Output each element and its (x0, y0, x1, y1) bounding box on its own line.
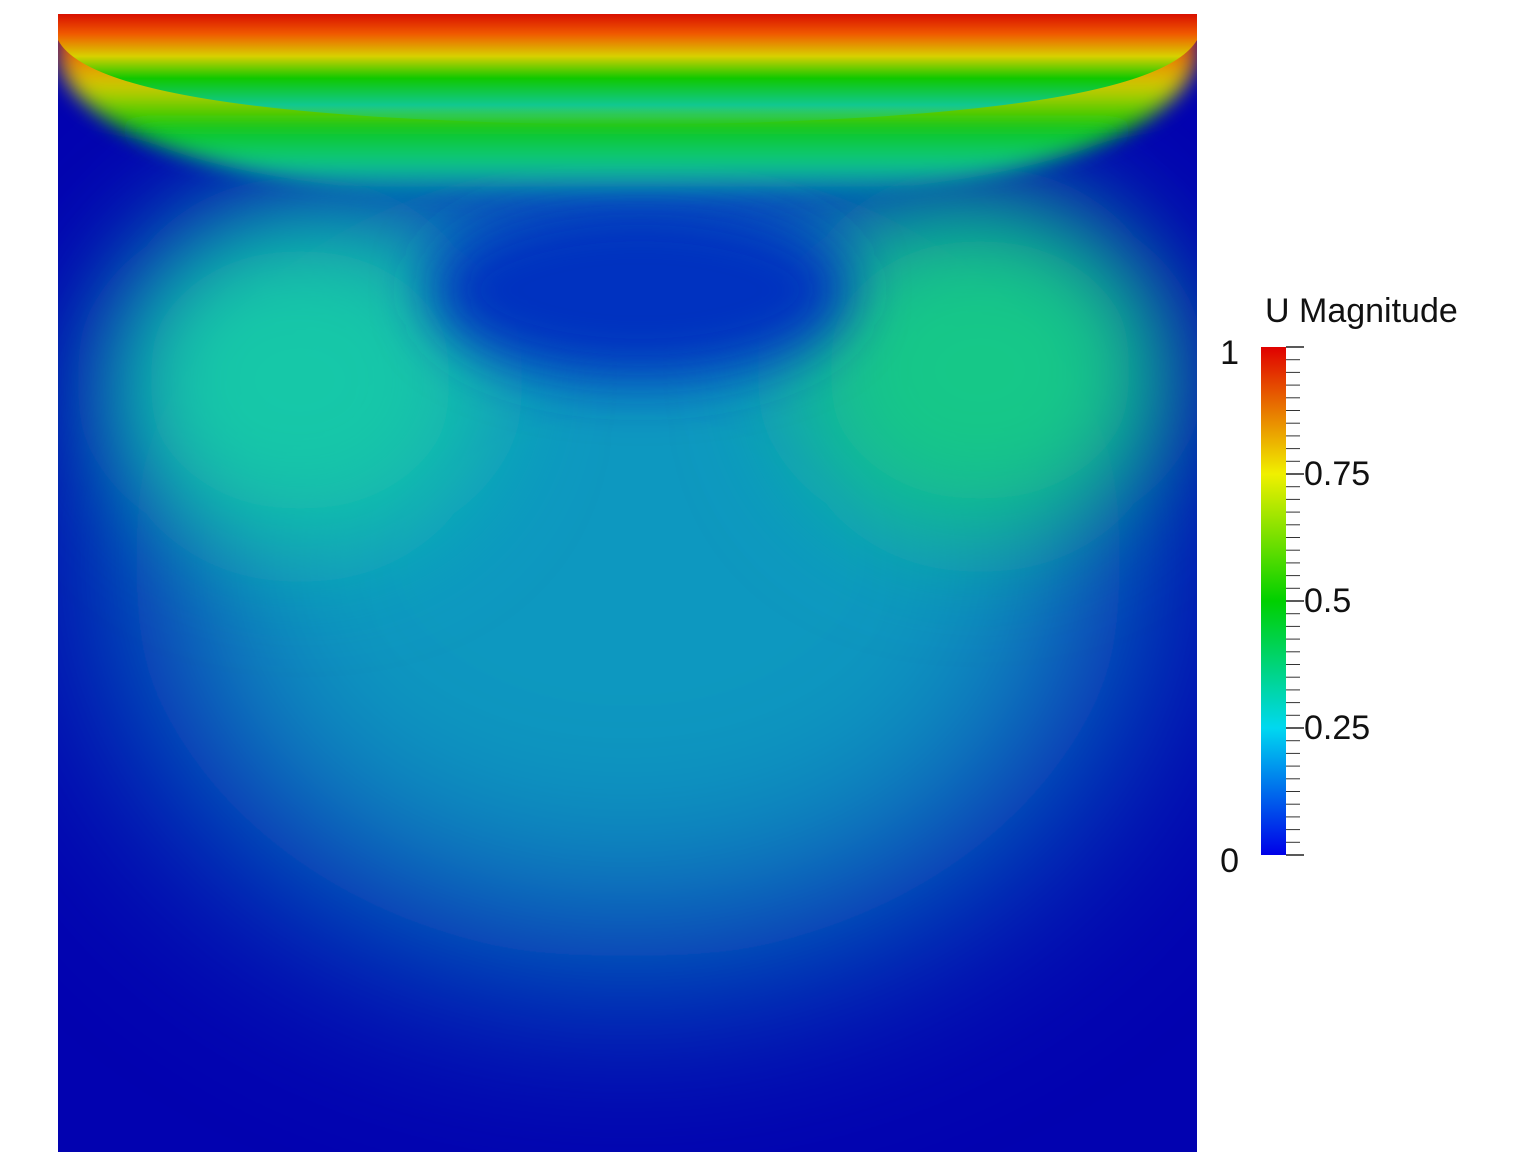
colorbar-title: U Magnitude (1265, 292, 1458, 330)
tick-label: 0.75 (1304, 455, 1370, 493)
tick-label: 1 (1220, 334, 1239, 372)
tick-label: 0.5 (1304, 582, 1351, 620)
tick-label: 0.25 (1304, 709, 1370, 747)
lid-band (58, 14, 1197, 125)
field-region (790, 200, 1170, 540)
tick-label: 0 (1220, 842, 1239, 880)
field (58, 14, 1197, 1152)
colorbar: 0 0.25 0.5 0.75 1 (1220, 334, 1370, 880)
field-region (430, 200, 850, 380)
field-region (110, 210, 490, 550)
colorbar-bar (1261, 347, 1286, 855)
